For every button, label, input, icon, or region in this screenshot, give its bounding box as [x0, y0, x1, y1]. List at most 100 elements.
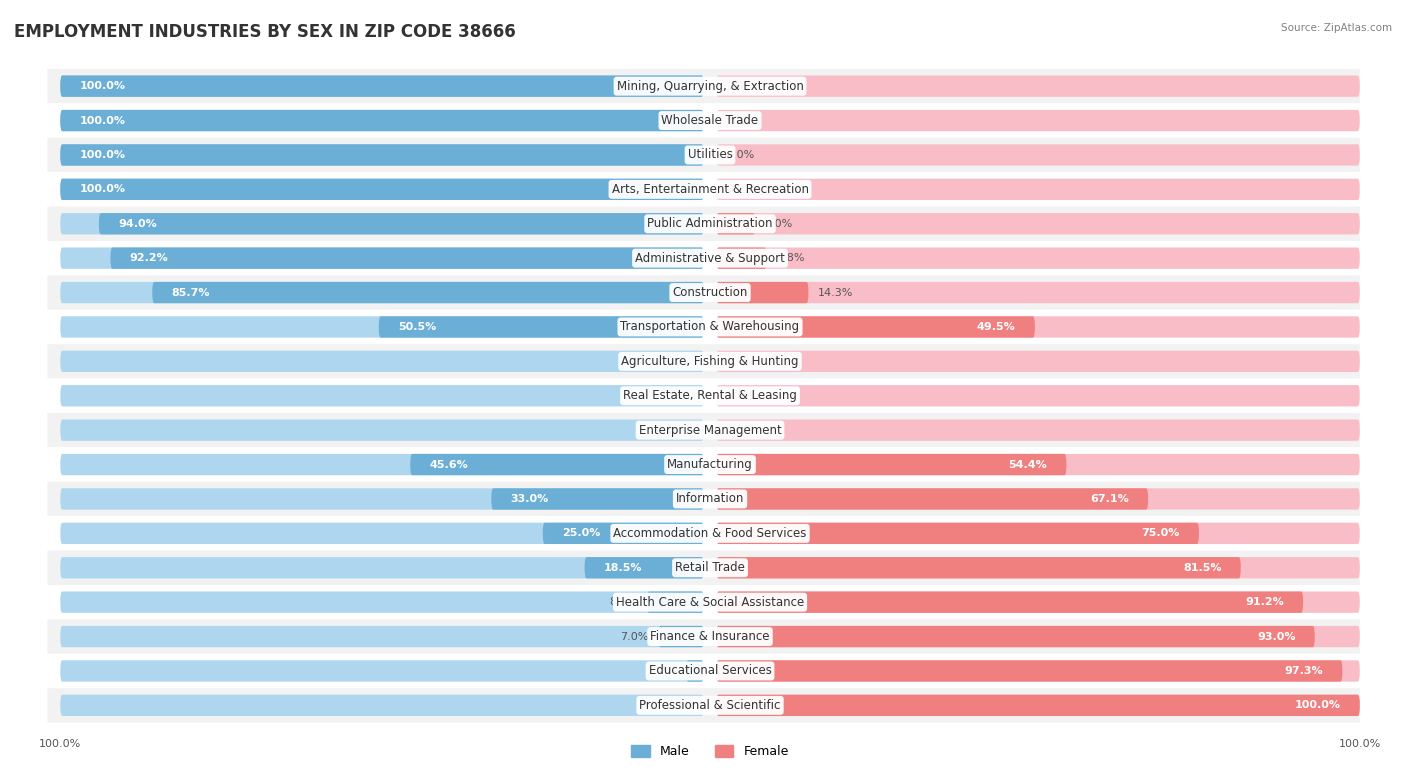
- FancyBboxPatch shape: [48, 482, 1360, 516]
- FancyBboxPatch shape: [717, 75, 1360, 97]
- FancyBboxPatch shape: [48, 379, 1360, 413]
- FancyBboxPatch shape: [60, 695, 703, 716]
- FancyBboxPatch shape: [48, 206, 1360, 241]
- Text: Transportation & Warehousing: Transportation & Warehousing: [620, 320, 800, 334]
- FancyBboxPatch shape: [60, 110, 703, 131]
- FancyBboxPatch shape: [658, 626, 703, 647]
- Text: 100.0%: 100.0%: [80, 185, 125, 194]
- FancyBboxPatch shape: [60, 454, 703, 475]
- FancyBboxPatch shape: [717, 213, 1360, 234]
- FancyBboxPatch shape: [717, 317, 1360, 338]
- FancyBboxPatch shape: [717, 110, 1360, 131]
- Text: Enterprise Management: Enterprise Management: [638, 424, 782, 437]
- FancyBboxPatch shape: [491, 488, 703, 510]
- Text: 0.0%: 0.0%: [665, 356, 695, 366]
- FancyBboxPatch shape: [717, 282, 1360, 303]
- Text: Construction: Construction: [672, 286, 748, 299]
- FancyBboxPatch shape: [60, 420, 703, 441]
- FancyBboxPatch shape: [60, 144, 703, 165]
- FancyBboxPatch shape: [48, 275, 1360, 310]
- FancyBboxPatch shape: [647, 591, 703, 613]
- Text: Retail Trade: Retail Trade: [675, 561, 745, 574]
- FancyBboxPatch shape: [60, 523, 703, 544]
- Text: 6.0%: 6.0%: [765, 219, 793, 229]
- FancyBboxPatch shape: [60, 488, 703, 510]
- FancyBboxPatch shape: [60, 75, 703, 97]
- FancyBboxPatch shape: [717, 420, 1360, 441]
- Text: 75.0%: 75.0%: [1142, 528, 1180, 539]
- Text: Administrative & Support: Administrative & Support: [636, 251, 785, 265]
- FancyBboxPatch shape: [152, 282, 703, 303]
- Text: 7.0%: 7.0%: [620, 632, 650, 642]
- Text: 18.5%: 18.5%: [605, 563, 643, 573]
- FancyBboxPatch shape: [717, 248, 1360, 268]
- FancyBboxPatch shape: [378, 317, 703, 338]
- Text: Source: ZipAtlas.com: Source: ZipAtlas.com: [1281, 23, 1392, 33]
- FancyBboxPatch shape: [717, 695, 1360, 716]
- Text: Health Care & Social Assistance: Health Care & Social Assistance: [616, 596, 804, 608]
- Text: Utilities: Utilities: [688, 148, 733, 161]
- Text: 100.0%: 100.0%: [80, 81, 125, 91]
- Text: 91.2%: 91.2%: [1246, 598, 1284, 607]
- FancyBboxPatch shape: [717, 488, 1360, 510]
- Text: Professional & Scientific: Professional & Scientific: [640, 699, 780, 712]
- FancyBboxPatch shape: [48, 653, 1360, 688]
- Text: Information: Information: [676, 493, 744, 505]
- FancyBboxPatch shape: [717, 488, 1149, 510]
- Text: 93.0%: 93.0%: [1257, 632, 1295, 642]
- Text: 0.0%: 0.0%: [725, 150, 755, 160]
- Text: 67.1%: 67.1%: [1090, 494, 1129, 504]
- Text: 50.5%: 50.5%: [398, 322, 436, 332]
- FancyBboxPatch shape: [60, 178, 703, 200]
- Text: Real Estate, Rental & Leasing: Real Estate, Rental & Leasing: [623, 390, 797, 402]
- FancyBboxPatch shape: [60, 178, 703, 200]
- FancyBboxPatch shape: [48, 516, 1360, 550]
- FancyBboxPatch shape: [717, 282, 808, 303]
- Text: 0.0%: 0.0%: [725, 356, 755, 366]
- Text: 100.0%: 100.0%: [80, 150, 125, 160]
- FancyBboxPatch shape: [60, 626, 703, 647]
- Text: Agriculture, Fishing & Hunting: Agriculture, Fishing & Hunting: [621, 355, 799, 368]
- FancyBboxPatch shape: [717, 178, 1360, 200]
- FancyBboxPatch shape: [60, 385, 703, 407]
- Text: 0.0%: 0.0%: [665, 391, 695, 400]
- FancyBboxPatch shape: [717, 523, 1360, 544]
- Text: Manufacturing: Manufacturing: [668, 458, 752, 471]
- FancyBboxPatch shape: [60, 351, 703, 372]
- FancyBboxPatch shape: [717, 557, 1240, 578]
- FancyBboxPatch shape: [585, 557, 703, 578]
- Text: 94.0%: 94.0%: [118, 219, 157, 229]
- FancyBboxPatch shape: [717, 454, 1360, 475]
- FancyBboxPatch shape: [98, 213, 703, 234]
- FancyBboxPatch shape: [111, 248, 703, 268]
- FancyBboxPatch shape: [717, 695, 1360, 716]
- FancyBboxPatch shape: [717, 351, 1360, 372]
- Text: 97.3%: 97.3%: [1285, 666, 1323, 676]
- FancyBboxPatch shape: [717, 213, 755, 234]
- FancyBboxPatch shape: [48, 310, 1360, 345]
- Text: Arts, Entertainment & Recreation: Arts, Entertainment & Recreation: [612, 183, 808, 196]
- FancyBboxPatch shape: [48, 241, 1360, 275]
- Text: 49.5%: 49.5%: [977, 322, 1015, 332]
- Text: 100.0%: 100.0%: [1295, 701, 1340, 710]
- Text: 0.0%: 0.0%: [665, 701, 695, 710]
- Text: Accommodation & Food Services: Accommodation & Food Services: [613, 527, 807, 540]
- FancyBboxPatch shape: [717, 144, 1360, 165]
- FancyBboxPatch shape: [717, 591, 1303, 613]
- FancyBboxPatch shape: [543, 523, 703, 544]
- Text: Public Administration: Public Administration: [647, 217, 773, 230]
- FancyBboxPatch shape: [48, 413, 1360, 447]
- FancyBboxPatch shape: [717, 660, 1360, 681]
- FancyBboxPatch shape: [60, 660, 703, 681]
- FancyBboxPatch shape: [717, 454, 1066, 475]
- FancyBboxPatch shape: [411, 454, 703, 475]
- FancyBboxPatch shape: [48, 138, 1360, 172]
- Legend: Male, Female: Male, Female: [626, 740, 794, 764]
- Text: 54.4%: 54.4%: [1008, 459, 1047, 469]
- Text: 0.0%: 0.0%: [725, 391, 755, 400]
- Text: 100.0%: 100.0%: [80, 116, 125, 126]
- Text: 92.2%: 92.2%: [129, 253, 169, 263]
- Text: 85.7%: 85.7%: [172, 288, 209, 297]
- FancyBboxPatch shape: [48, 688, 1360, 722]
- FancyBboxPatch shape: [48, 103, 1360, 138]
